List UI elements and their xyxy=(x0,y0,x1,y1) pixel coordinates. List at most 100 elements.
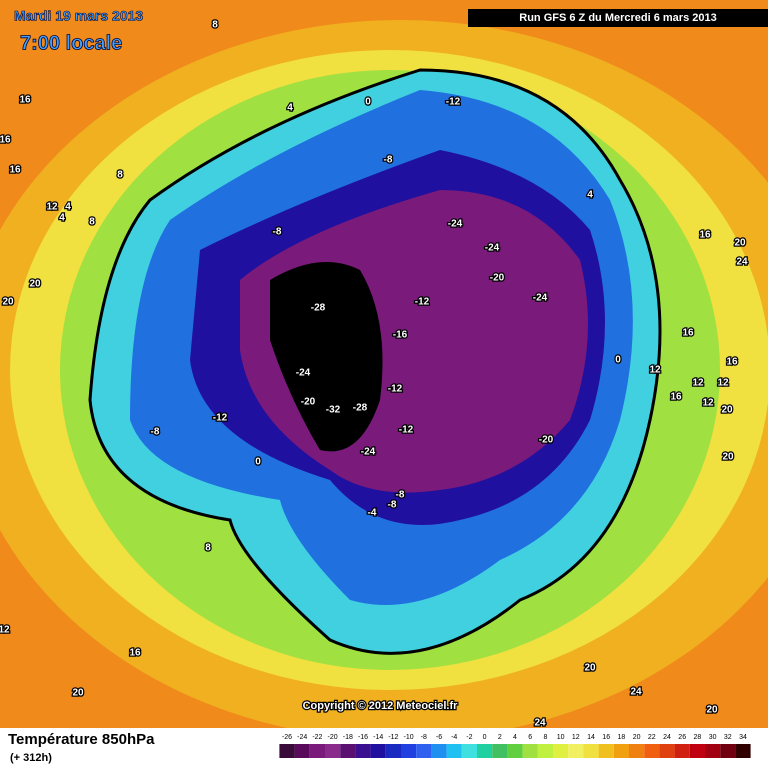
colorbar-tick-label: -4 xyxy=(451,734,457,741)
colorbar-tick-label: 16 xyxy=(602,734,610,741)
contour-label: 8 xyxy=(205,543,211,554)
contour-label: -8 xyxy=(388,500,397,511)
contour-label: 20 xyxy=(722,452,734,463)
contour-label: 4 xyxy=(287,103,293,114)
colorbar-swatch xyxy=(629,744,645,758)
valid-time: 7:00 locale xyxy=(20,32,122,54)
colorbar-swatch xyxy=(644,744,660,758)
contour-label: -12 xyxy=(213,413,228,424)
colorbar-tick-label: -24 xyxy=(297,734,307,741)
colorbar-swatch xyxy=(705,744,721,758)
contour-label: 20 xyxy=(734,238,746,249)
colorbar-swatch xyxy=(401,744,417,758)
temperature-map xyxy=(0,0,768,728)
contour-label: -32 xyxy=(326,405,341,416)
contour-label: -20 xyxy=(301,397,316,408)
contour-label: 12 xyxy=(649,365,661,376)
contour-label: -24 xyxy=(485,243,500,254)
field-title: Température 850hPa xyxy=(8,731,155,748)
colorbar-swatch xyxy=(537,744,553,758)
colorbar-swatch xyxy=(492,744,508,758)
contour-label: 12 xyxy=(46,202,58,213)
colorbar-tick-label: 28 xyxy=(694,734,702,741)
contour-label: -12 xyxy=(388,384,403,395)
colorbar-tick-label: 22 xyxy=(648,734,656,741)
colorbar-tick-label: 14 xyxy=(587,734,595,741)
contour-label: 16 xyxy=(9,165,21,176)
colorbar-swatch xyxy=(370,744,386,758)
contour-label: 24 xyxy=(736,257,748,268)
colorbar-swatch xyxy=(659,744,675,758)
contour-label: 16 xyxy=(699,230,711,241)
colorbar-tick-label: -12 xyxy=(388,734,398,741)
colorbar-swatch xyxy=(477,744,493,758)
contour-label: 16 xyxy=(19,95,31,106)
colorbar-tick-label: 10 xyxy=(557,734,565,741)
colorbar-swatch xyxy=(461,744,477,758)
colorbar-swatch xyxy=(446,744,462,758)
contour-label: 12 xyxy=(692,378,704,389)
colorbar-tick-label: -16 xyxy=(358,734,368,741)
contour-label: 12 xyxy=(0,625,10,636)
colorbar-swatch xyxy=(598,744,614,758)
contour-label: -24 xyxy=(533,293,548,304)
colorbar-swatch xyxy=(689,744,705,758)
contour-label: 0 xyxy=(615,355,621,366)
contour-label: -12 xyxy=(446,97,461,108)
contour-label: 0 xyxy=(255,457,261,468)
colorbar-tick-label: 6 xyxy=(528,734,532,741)
contour-label: 4 xyxy=(65,202,71,213)
colorbar-swatch xyxy=(416,744,432,758)
contour-label: -16 xyxy=(393,330,408,341)
contour-label: 16 xyxy=(0,135,11,146)
colorbar-swatch xyxy=(735,744,751,758)
colorbar-tick-label: -2 xyxy=(466,734,472,741)
colorbar-tick-label: -10 xyxy=(404,734,414,741)
colorbar-tick-label: 20 xyxy=(633,734,641,741)
colorbar-tick-label: 4 xyxy=(513,734,517,741)
contour-label: 16 xyxy=(129,648,141,659)
colorbar-tick-label: -26 xyxy=(282,734,292,741)
colorbar-swatch xyxy=(340,744,356,758)
colorbar-tick-label: 32 xyxy=(724,734,732,741)
run-banner xyxy=(468,9,768,27)
colorbar-tick-label: -18 xyxy=(343,734,353,741)
run-info: Run GFS 6 Z du Mercredi 6 mars 2013 xyxy=(519,12,716,24)
contour-label: 16 xyxy=(682,328,694,339)
colorbar-swatch xyxy=(720,744,736,758)
contour-label: 20 xyxy=(29,279,41,290)
colorbar-swatch xyxy=(385,744,401,758)
colorbar-tick-label: 18 xyxy=(618,734,626,741)
colorbar-tick-label: -8 xyxy=(421,734,427,741)
contour-label: -24 xyxy=(448,219,463,230)
colorbar: -26 -24 -22 -20 -18 -16 -14 -12 -10 -8 -6 -4 -2 0 2 4 6 8… xyxy=(279,734,751,758)
colorbar-tick-label: -14 xyxy=(373,734,383,741)
colorbar-tick-label: 0 xyxy=(483,734,487,741)
contour-label: 8 xyxy=(212,20,218,31)
contour-label: 20 xyxy=(706,705,718,716)
colorbar-swatch xyxy=(674,744,690,758)
contour-label: -8 xyxy=(273,227,282,238)
colorbar-tick-label: 2 xyxy=(498,734,502,741)
colorbar-tick-label: 8 xyxy=(543,734,547,741)
colorbar-swatch xyxy=(355,744,371,758)
colorbar-swatch xyxy=(568,744,584,758)
contour-label: 20 xyxy=(2,297,14,308)
contour-label: 16 xyxy=(726,357,738,368)
lead-time: (+ 312h) xyxy=(10,752,52,764)
contour-label: 4 xyxy=(59,213,65,224)
colorbar-swatch xyxy=(325,744,341,758)
colorbar-swatch xyxy=(294,744,310,758)
contour-label: 4 xyxy=(587,190,593,201)
colorbar-tick-label: -22 xyxy=(312,734,322,741)
contour-label: 20 xyxy=(721,405,733,416)
colorbar-swatch xyxy=(309,744,325,758)
contour-label: -8 xyxy=(384,155,393,166)
contour-label: -20 xyxy=(539,435,554,446)
colorbar-tick-label: 24 xyxy=(663,734,671,741)
contour-label: 8 xyxy=(117,170,123,181)
colorbar-tick-label: -20 xyxy=(328,734,338,741)
contour-label: 16 xyxy=(670,392,682,403)
contour-label: 12 xyxy=(717,378,729,389)
